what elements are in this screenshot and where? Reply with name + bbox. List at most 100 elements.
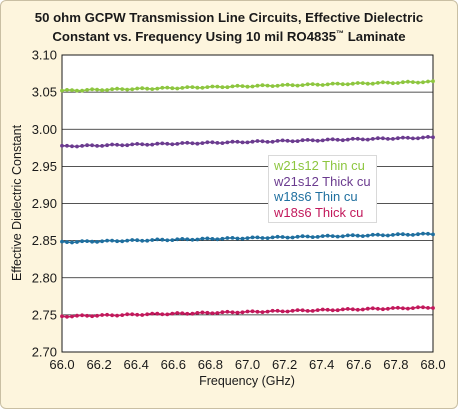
data-point — [210, 140, 215, 145]
data-point — [85, 313, 89, 318]
data-point — [110, 87, 114, 92]
data-point — [140, 142, 145, 147]
data-point — [416, 80, 420, 85]
data-point — [355, 233, 360, 238]
data-point — [165, 238, 170, 243]
data-point — [340, 138, 345, 143]
data-point — [165, 141, 170, 146]
data-point — [270, 235, 275, 240]
data-point — [255, 83, 260, 88]
data-point — [315, 138, 320, 143]
data-point — [105, 143, 109, 148]
data-point — [285, 82, 290, 87]
data-point — [386, 233, 390, 238]
data-point — [315, 308, 320, 312]
data-point — [90, 239, 94, 244]
data-point — [381, 233, 385, 238]
legend-entry: w21s12 Thin cu — [274, 158, 365, 173]
data-point — [225, 140, 230, 145]
data-point — [335, 81, 340, 86]
data-point — [305, 234, 310, 239]
data-point — [140, 86, 145, 91]
y-tick-label: 2.95 — [32, 159, 57, 174]
data-point — [280, 138, 285, 143]
data-point — [200, 85, 205, 90]
data-point — [325, 82, 330, 87]
data-point — [105, 88, 109, 92]
data-point — [340, 307, 345, 312]
data-point — [220, 141, 225, 146]
data-point — [100, 313, 104, 317]
y-tick-label: 3.05 — [32, 85, 57, 100]
data-point — [275, 139, 280, 143]
data-point — [145, 238, 150, 243]
x-tick-label: 66.8 — [198, 357, 223, 372]
data-point — [125, 143, 130, 148]
data-point — [200, 141, 205, 146]
data-point — [280, 235, 285, 239]
data-point — [175, 311, 180, 315]
data-point — [95, 144, 99, 148]
data-point — [225, 85, 230, 90]
data-point — [421, 231, 425, 236]
data-point — [295, 83, 300, 88]
x-tick-label: 66.0 — [49, 357, 74, 372]
data-point — [150, 87, 155, 91]
data-point — [305, 82, 310, 87]
data-point — [120, 87, 125, 91]
data-point — [411, 136, 415, 141]
data-point — [431, 79, 435, 84]
data-point — [345, 307, 350, 311]
data-point — [391, 81, 395, 86]
data-point — [230, 84, 235, 89]
data-point — [295, 139, 300, 144]
y-tick-label: 2.75 — [32, 307, 57, 322]
data-point — [100, 88, 104, 93]
data-point — [175, 142, 180, 146]
data-point — [250, 309, 255, 314]
data-point — [215, 311, 220, 315]
data-point — [310, 309, 315, 313]
data-point — [406, 306, 410, 311]
data-point — [210, 84, 215, 89]
data-point — [426, 306, 430, 310]
data-point — [370, 81, 375, 86]
chart-title: 50 ohm GCPW Transmission Line Circuits, … — [0, 10, 458, 45]
data-point — [85, 239, 89, 244]
data-point — [421, 135, 425, 140]
data-point — [406, 79, 410, 84]
data-point — [210, 311, 215, 316]
data-point — [245, 84, 250, 89]
data-point — [315, 82, 320, 87]
legend-entry: w18s6 Thick cu — [274, 204, 364, 220]
data-point — [416, 305, 420, 310]
data-point — [255, 235, 260, 240]
series-3 — [60, 305, 435, 319]
data-point — [170, 86, 175, 91]
x-tick-label: 66.2 — [86, 357, 111, 372]
data-point — [360, 307, 365, 312]
data-point — [360, 234, 365, 239]
chart-title-line-1: 50 ohm GCPW Transmission Line Circuits, … — [34, 10, 424, 25]
data-point — [220, 85, 225, 90]
data-point — [275, 308, 280, 313]
data-point — [320, 83, 325, 87]
data-point — [235, 83, 240, 88]
data-point — [185, 237, 190, 242]
data-point — [180, 141, 185, 145]
data-point — [401, 306, 405, 311]
data-point — [205, 85, 210, 89]
data-point — [376, 232, 380, 237]
data-point — [365, 233, 370, 238]
data-point — [75, 144, 79, 149]
data-point — [245, 236, 250, 241]
data-point — [355, 136, 360, 141]
data-point — [345, 137, 350, 142]
data-point — [401, 80, 405, 85]
data-point — [170, 238, 175, 243]
data-point — [376, 136, 380, 141]
data-point — [160, 141, 165, 146]
data-point — [130, 87, 135, 92]
data-point — [70, 144, 74, 149]
data-point — [195, 85, 200, 90]
